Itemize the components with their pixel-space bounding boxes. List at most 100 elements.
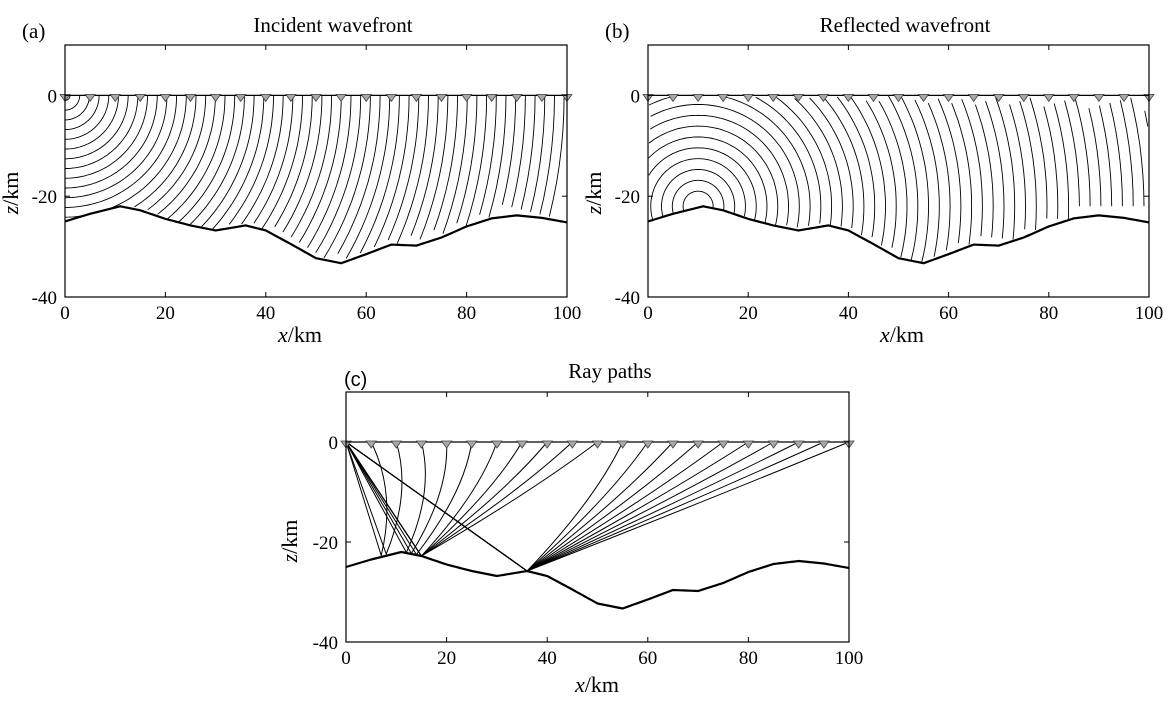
panel-b-wavefront xyxy=(1064,100,1080,207)
receiver-marker xyxy=(1043,94,1055,103)
panel-b-wavefront xyxy=(1098,105,1113,207)
panel-c-y-axis-unit: /km xyxy=(277,520,302,554)
receiver-marker xyxy=(667,440,679,449)
receiver-marker xyxy=(485,94,498,103)
panel-a-wavefront xyxy=(511,95,526,208)
panel-b-wavefront xyxy=(809,97,854,229)
receiver-marker xyxy=(842,94,855,103)
receiver-marker xyxy=(385,94,398,103)
panel-a-wavefront xyxy=(488,95,507,218)
panel-a-wavefront xyxy=(359,95,400,254)
receiver-marker xyxy=(1118,94,1130,103)
panel-b-y-axis-var: z xyxy=(581,205,606,215)
receiver-marker xyxy=(465,440,478,449)
x-tick-label: 20 xyxy=(739,303,758,324)
panel-b-wavefront xyxy=(937,98,962,244)
y-tick-label: -40 xyxy=(313,633,338,654)
panel-a-wavefront xyxy=(387,95,420,241)
x-tick-label: 60 xyxy=(638,648,657,669)
x-tick-label: 40 xyxy=(839,303,858,324)
panel-a-wavefront xyxy=(167,95,226,219)
x-tick-label: 100 xyxy=(1135,303,1164,324)
panel-a-wavefront xyxy=(228,95,274,225)
panel-b-frame xyxy=(647,44,1150,298)
panel-c-rays xyxy=(345,441,850,572)
panel-b-wavefront xyxy=(865,100,897,248)
panel-a-wavefront xyxy=(147,95,207,211)
panel-b-wavefront xyxy=(914,99,940,257)
panel-a-wavefront xyxy=(200,95,255,228)
panel-a-ticks: 0 20 40 60 80 100 0 -20 -40 xyxy=(32,45,581,324)
panel-b-wavefront xyxy=(1088,108,1102,207)
panel-c-ray xyxy=(345,441,850,572)
panel-c-interface-line xyxy=(345,550,850,610)
receiver-marker xyxy=(360,94,372,103)
panel-a-wavefront xyxy=(65,95,100,131)
panel-b-wavefront xyxy=(794,98,843,227)
panel-a-wavefront xyxy=(465,95,488,227)
panel-a-letter: (a) xyxy=(22,19,45,43)
panel-a-title: Incident wavefront xyxy=(253,13,412,37)
receiver-marker xyxy=(435,94,448,103)
receiver-marker xyxy=(616,440,629,449)
panel-c-x-axis-var: x xyxy=(574,672,585,697)
panel-a-wavefront xyxy=(64,95,168,199)
panel-c-ray xyxy=(345,441,548,557)
x-tick-label: 20 xyxy=(156,303,175,324)
panel-a-x-axis-title: x/km xyxy=(277,322,322,347)
panel-b-wavefront xyxy=(649,114,789,226)
panel-a-wavefront xyxy=(253,95,294,224)
panel-b-interface-line xyxy=(647,205,1150,265)
panel-a-wavefront xyxy=(282,95,323,233)
receiver-marker xyxy=(892,94,905,103)
panel-b-wavefront xyxy=(682,190,714,212)
panel-b-wavefront xyxy=(648,136,768,224)
panel-c-frame xyxy=(345,391,850,643)
receiver-marker xyxy=(692,440,704,449)
receiver-marker xyxy=(460,94,473,103)
panel-b-x-axis-unit: /km xyxy=(890,322,924,347)
receiver-marker xyxy=(440,440,453,449)
panel-a-wavefront xyxy=(64,95,158,189)
panel-b-wavefront xyxy=(1009,104,1026,230)
receiver-marker xyxy=(109,94,121,103)
panel-c-y-axis-var: z xyxy=(277,553,302,563)
receiver-marker xyxy=(390,440,403,449)
panel-c-ray xyxy=(345,441,426,554)
receiver-marker xyxy=(717,440,730,449)
panel-a-wavefront xyxy=(64,95,148,179)
panel-b-x-axis-title: x/km xyxy=(879,322,924,347)
receiver-marker xyxy=(817,94,830,103)
panel-a-wavefront xyxy=(65,95,139,169)
panel-b-wavefront xyxy=(671,179,725,214)
receiver-marker xyxy=(1093,94,1105,103)
panel-b-wavefront xyxy=(901,97,930,263)
panel-c-ray xyxy=(345,441,498,557)
panel-a-frame xyxy=(64,44,568,298)
panel-a-wavefront xyxy=(548,95,565,217)
panel-c-ray xyxy=(345,441,388,558)
y-tick-label: -20 xyxy=(615,187,640,208)
panel-b-wavefront xyxy=(974,104,994,238)
panel-a-interface-line xyxy=(64,205,568,265)
panel-c-title: Ray paths xyxy=(568,359,651,383)
panel-c-ray xyxy=(345,441,749,572)
receiver-marker xyxy=(917,94,930,103)
panel-b-wavefront xyxy=(776,97,833,226)
panel-b-wavefront xyxy=(650,158,746,220)
receiver-marker xyxy=(285,94,297,103)
panel-a-wavefront xyxy=(65,95,129,160)
receiver-marker xyxy=(234,94,247,103)
receiver-marker xyxy=(365,440,377,449)
receiver-marker xyxy=(692,94,704,103)
panel-c-ray xyxy=(345,441,699,572)
y-tick-label: -20 xyxy=(32,187,57,208)
panel-a-wavefront xyxy=(345,95,391,259)
receiver-marker xyxy=(566,440,579,449)
x-tick-label: 60 xyxy=(939,303,958,324)
y-tick-label: -20 xyxy=(313,533,338,554)
receiver-marker xyxy=(84,94,96,103)
panel-a-wavefront xyxy=(520,95,536,210)
receiver-marker xyxy=(1017,94,1030,103)
